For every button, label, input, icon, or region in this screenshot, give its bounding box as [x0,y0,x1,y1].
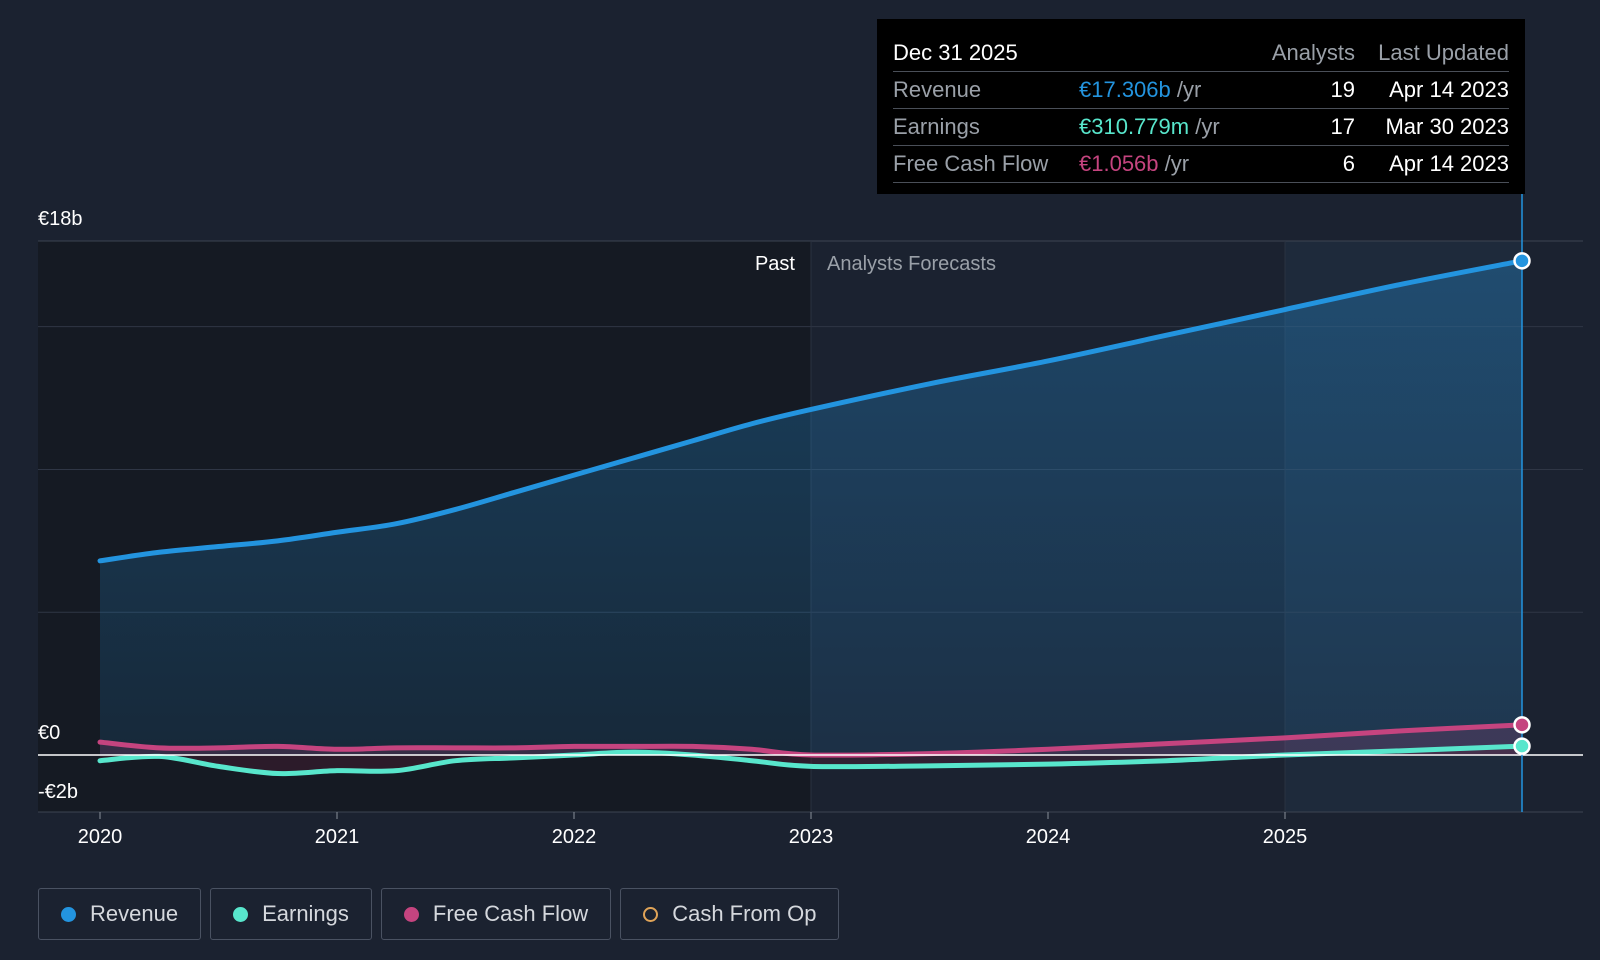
free-cash-flow-area [100,724,1522,756]
tooltip-row-free-cash-flow: Free Cash Flow €1.056b /yr 6 Apr 14 2023 [893,146,1509,183]
tooltip-row-unit: /yr [1195,114,1220,139]
legend-free-cash-flow-button[interactable]: Free Cash Flow [380,888,612,940]
x-tick-label: 2025 [1263,826,1308,848]
tooltip-row-earnings: Earnings €310.779m /yr 17 Mar 30 2023 [893,109,1509,146]
tooltip-row-analysts: 6 [1342,151,1355,176]
tooltip-analysts-header: Analysts [1271,40,1355,65]
tooltip-row-label: Earnings [893,114,980,139]
tooltip-row-analysts: 17 [1330,114,1355,139]
series-end-dots [1513,252,1531,755]
tooltip-row-unit: /yr [1176,77,1202,102]
legend-label: Revenue [90,901,179,926]
revenue-dot-icon [61,906,76,922]
tooltip-row-value: €310.779m [1079,114,1190,139]
data-tooltip: Dec 31 2025 Analysts Last Updated Revenu… [877,19,1525,194]
tooltip-row-revenue: Revenue €17.306b /yr 19 Apr 14 2023 [893,72,1509,109]
tooltip-updated-header: Last Updated [1378,40,1509,65]
y-axis-ticks: €18b €0 -€2b [38,208,83,803]
x-tick-label: 2022 [552,826,597,848]
tooltip-row-updated: Mar 30 2023 [1385,114,1509,139]
tooltip-row-label: Revenue [893,77,982,102]
revenue-end-dot [1513,252,1531,270]
x-tick-label: 2021 [315,826,360,848]
x-tick-label: 2023 [789,826,834,848]
legend-earnings-button[interactable]: Earnings [210,888,372,940]
cfo-ring-icon [643,906,659,922]
tooltip-row-value-wrap: €310.779m /yr [1079,109,1220,145]
fcf-dot-icon [403,906,419,922]
x-axis-ticks: 2020 2021 2022 2023 2024 2025 [78,812,1308,848]
tooltip-row-unit: /yr [1164,151,1190,176]
tooltip-row-analysts: 19 [1330,77,1355,102]
earnings-dot-icon [233,906,249,922]
past-label: Past [755,253,795,275]
tooltip-row-updated: Apr 14 2023 [1389,151,1509,176]
free-cash-flow-line [97,722,1525,758]
series-areas [100,260,1522,774]
tooltip-row-value-wrap: €1.056b /yr [1079,146,1189,182]
y-tick-label: €0 [38,722,60,744]
tooltip-row-updated: Apr 14 2023 [1389,77,1509,102]
y-tick-label: €18b [38,208,83,230]
earnings-end-dot [1513,737,1531,755]
x-tick-label: 2020 [78,826,123,848]
x-tick-label: 2024 [1026,826,1071,848]
revenue-area [100,260,1522,755]
tooltip-row-label: Free Cash Flow [893,151,1049,176]
legend-label: Free Cash Flow [432,901,589,926]
forecast-label: Analysts Forecasts [827,253,996,275]
legend-cash-from-op-button[interactable]: Cash From Op [620,888,840,940]
legend-label: Cash From Op [672,901,817,926]
tooltip-header: Dec 31 2025 Analysts Last Updated [893,35,1509,72]
tooltip-row-value: €17.306b [1079,77,1171,102]
chart-legend: Revenue Earnings Free Cash Flow Cash Fro… [38,888,840,940]
legend-label: Earnings [262,901,349,926]
free-cash-flow-end-dot [1513,716,1531,734]
revenue-line [97,258,1525,564]
legend-revenue-button[interactable]: Revenue [38,888,202,940]
tooltip-row-value: €1.056b [1079,151,1159,176]
earnings-area [100,746,1522,774]
y-tick-label: -€2b [38,781,78,803]
tooltip-date: Dec 31 2025 [893,40,1018,65]
tooltip-row-value-wrap: €17.306b /yr [1079,72,1201,108]
